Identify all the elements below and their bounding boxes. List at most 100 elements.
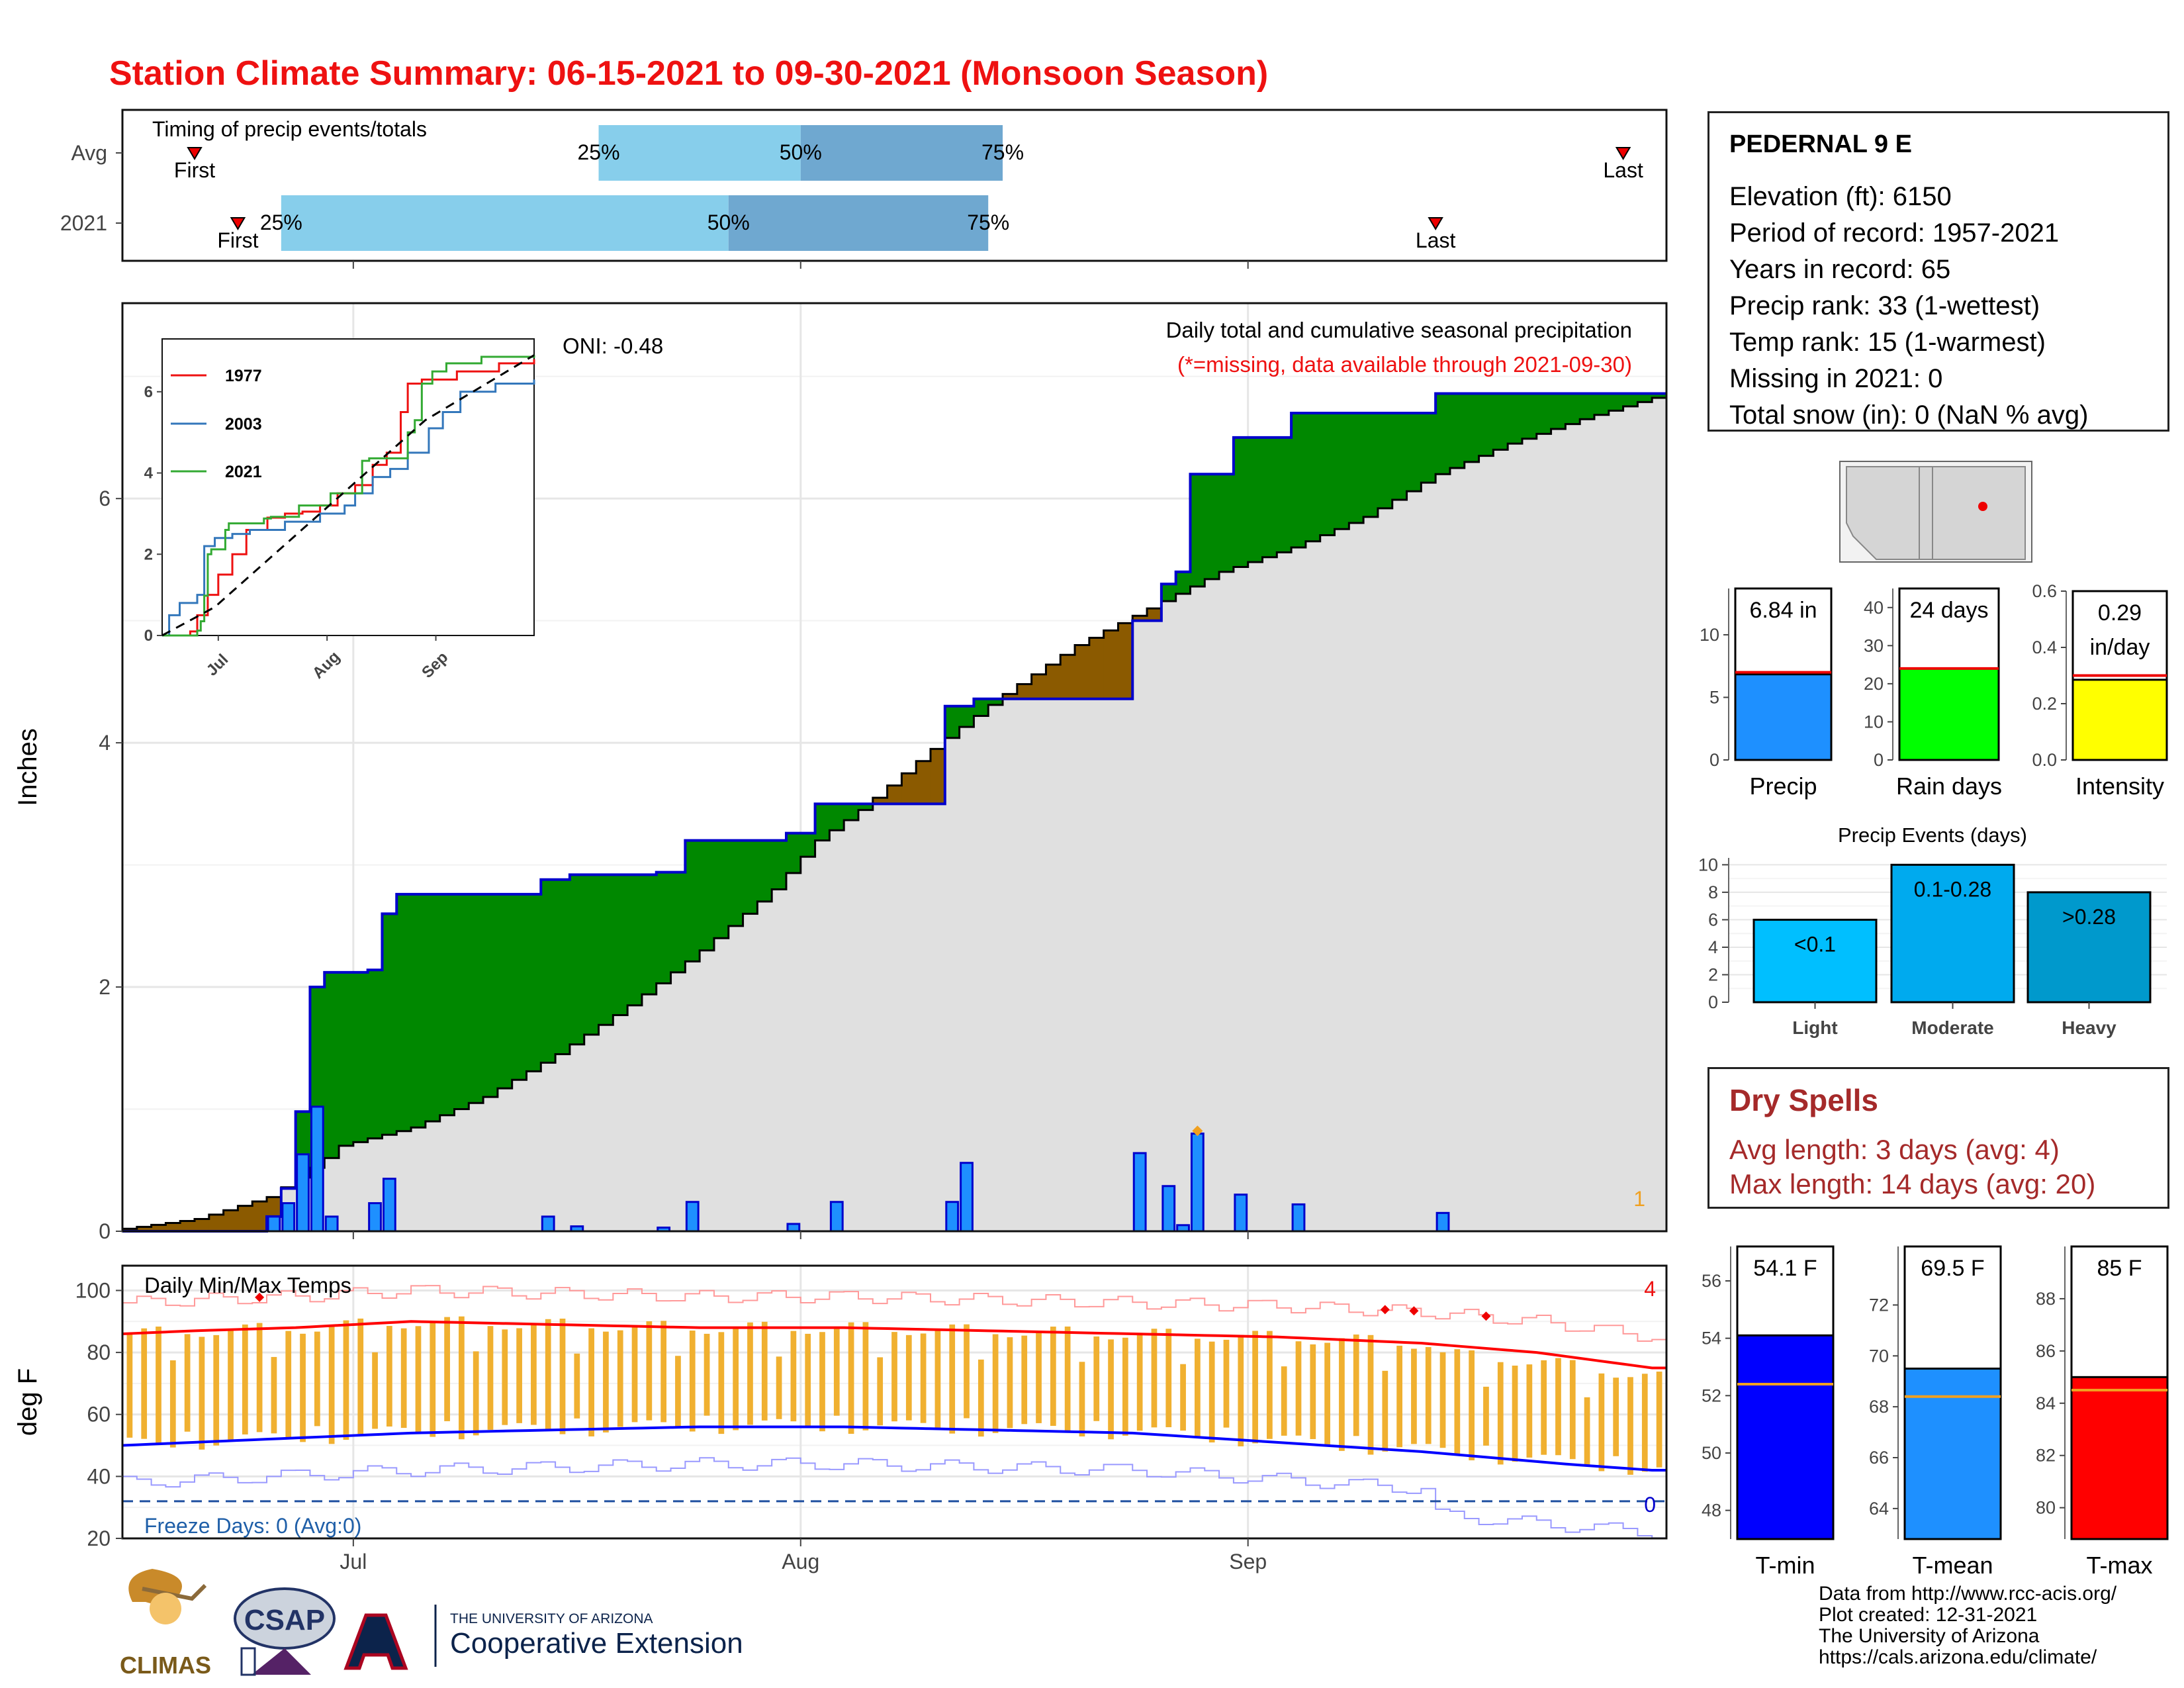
daily-temp-range-bar bbox=[430, 1321, 436, 1437]
daily-temp-range-bar bbox=[228, 1329, 234, 1440]
daily-temp-range-bar bbox=[689, 1331, 696, 1432]
daily-precip-bar bbox=[281, 1202, 296, 1233]
above-normal-area bbox=[757, 840, 772, 902]
below-normal-area bbox=[208, 1214, 224, 1231]
tmin-summary-tick-label: 52 bbox=[1702, 1385, 1721, 1405]
above-normal-area bbox=[1377, 413, 1393, 508]
tmin-summary-tick-label: 48 bbox=[1702, 1501, 1721, 1521]
daily-temp-range-bar bbox=[617, 1330, 623, 1427]
above-normal-area bbox=[656, 872, 672, 984]
above-normal-area bbox=[959, 706, 975, 727]
inset-legend-label: 2021 bbox=[225, 463, 262, 481]
daily-temp-range-bar bbox=[1569, 1360, 1576, 1460]
timing-q75-label: 75% bbox=[981, 140, 1024, 164]
daily-temp-range-bar bbox=[256, 1323, 263, 1432]
csap-logo: CSAP bbox=[234, 1587, 336, 1676]
above-normal-area bbox=[339, 972, 354, 1146]
precip-panel: 0 2 4 6 Inches ONI: -0.48 Daily total and c… bbox=[13, 302, 1668, 1243]
temp-ylabel: deg F bbox=[13, 1368, 42, 1436]
above-normal-area bbox=[425, 894, 441, 1121]
above-normal-area bbox=[1277, 437, 1292, 553]
raindays-summary-tick-label: 40 bbox=[1864, 598, 1884, 618]
summary-bars: 0 5 10 6.84 in Precip 0 10 20 30 40 24 days Rain da… bbox=[1700, 581, 2168, 800]
daily-temp-range-bar bbox=[1267, 1331, 1273, 1439]
record-high-marker bbox=[1380, 1305, 1390, 1315]
event-bar-light bbox=[1752, 918, 1878, 1004]
above-normal-area bbox=[1262, 437, 1277, 557]
temp-y-tick-label: 40 bbox=[87, 1464, 111, 1488]
above-normal-area bbox=[1449, 393, 1465, 469]
tmax-summary-tick-label: 80 bbox=[2036, 1498, 2056, 1518]
daily-temp-range-bar bbox=[1512, 1365, 1518, 1462]
daily-precip-bar bbox=[960, 1162, 974, 1233]
daily-temp-range-bar bbox=[747, 1322, 753, 1425]
above-normal-area bbox=[1233, 437, 1249, 567]
above-normal-area bbox=[497, 894, 513, 1089]
ua-logo: THE UNIVERSITY OF ARIZONA Cooperative Ex… bbox=[343, 1605, 743, 1670]
timing-panel: Timing of precip events/totals 25% 50% 75%… bbox=[60, 109, 1668, 269]
daily-temp-range-bar bbox=[978, 1359, 984, 1437]
daily-temp-range-bar bbox=[487, 1326, 494, 1430]
intensity-summary-tick-label: 0.6 bbox=[2032, 581, 2057, 601]
inset-frame bbox=[161, 338, 535, 636]
below-normal-area bbox=[195, 1219, 210, 1231]
daily-temp-range-bar bbox=[1339, 1338, 1345, 1451]
raindays-summary-tick-label: 20 bbox=[1864, 674, 1884, 694]
timing-last-marker bbox=[1615, 147, 1631, 160]
above-normal-area bbox=[584, 874, 600, 1035]
daily-temp-range-bar bbox=[213, 1335, 220, 1446]
daily-temp-range-bar bbox=[1411, 1348, 1417, 1444]
daily-temp-range-bar bbox=[1036, 1331, 1042, 1423]
temp-x-tick-label: Sep bbox=[1229, 1550, 1267, 1573]
above-normal-area bbox=[800, 833, 816, 857]
daily-precip-bar bbox=[1234, 1194, 1248, 1233]
above-normal-area bbox=[641, 874, 657, 995]
daily-precip-bar bbox=[685, 1201, 700, 1233]
daily-temp-range-bar bbox=[1454, 1349, 1461, 1454]
temp-axes: 20 40 60 80 100 Jul Aug Sep bbox=[75, 1278, 1267, 1573]
tmin-summary-value-label: 54.1 F bbox=[1753, 1256, 1817, 1281]
daily-temp-range-bar bbox=[1223, 1339, 1230, 1428]
precip-ylabel: Inches bbox=[13, 728, 42, 806]
chart-title: Station Climate Summary: 06-15-2021 to 0… bbox=[109, 54, 1268, 93]
below-normal-area bbox=[1089, 637, 1105, 699]
daily-precip-bar bbox=[1161, 1185, 1176, 1233]
credit-line-university: The University of Arizona bbox=[1819, 1625, 2040, 1647]
daily-precip-bar bbox=[382, 1178, 396, 1233]
daily-temp-range-bar bbox=[1526, 1364, 1533, 1458]
events-y-tick-label: 8 bbox=[1708, 882, 1718, 902]
daily-temp-range-bar bbox=[141, 1328, 148, 1439]
inset-legend: 1977 2003 2021 bbox=[171, 367, 262, 481]
precip-summary-label: Precip bbox=[1749, 773, 1817, 800]
daily-temp-range-bar bbox=[1295, 1341, 1302, 1436]
daily-precip-bar bbox=[541, 1215, 555, 1233]
below-normal-area bbox=[1147, 608, 1162, 621]
temp-normal-max-line bbox=[122, 1320, 1666, 1370]
below-normal-area bbox=[1046, 665, 1061, 699]
intensity-summary-label: Intensity bbox=[2075, 773, 2164, 800]
tmax-summary-tick-label: 88 bbox=[2036, 1289, 2056, 1309]
dry-spells-title: Dry Spells bbox=[1729, 1083, 1878, 1117]
above-normal-area bbox=[396, 894, 412, 1131]
event-bar-label: <0.1 bbox=[1794, 932, 1836, 956]
daily-temp-range-bar bbox=[603, 1331, 609, 1432]
above-normal-area bbox=[1406, 413, 1422, 492]
below-normal-area bbox=[136, 1227, 152, 1231]
precip-frame bbox=[121, 302, 1668, 1233]
raindays-summary-bar bbox=[1898, 667, 2000, 761]
tmax-summary-bar bbox=[2070, 1376, 2169, 1540]
daily-temp-range-bar bbox=[1584, 1397, 1590, 1466]
daily-temp-range-bar bbox=[891, 1332, 897, 1422]
daily-temp-range-bar bbox=[1324, 1342, 1330, 1445]
above-normal-area bbox=[815, 804, 830, 841]
raindays-summary-label: Rain days bbox=[1896, 773, 2002, 800]
daily-temp-range-bar bbox=[1252, 1331, 1258, 1444]
timing-bar-q1 bbox=[598, 125, 801, 181]
daily-temp-range-bar bbox=[1367, 1335, 1374, 1455]
above-normal-area bbox=[772, 840, 787, 890]
events-y-tick-label: 2 bbox=[1708, 964, 1718, 984]
record-high-marker bbox=[1481, 1311, 1491, 1321]
above-normal-area bbox=[1522, 393, 1537, 439]
